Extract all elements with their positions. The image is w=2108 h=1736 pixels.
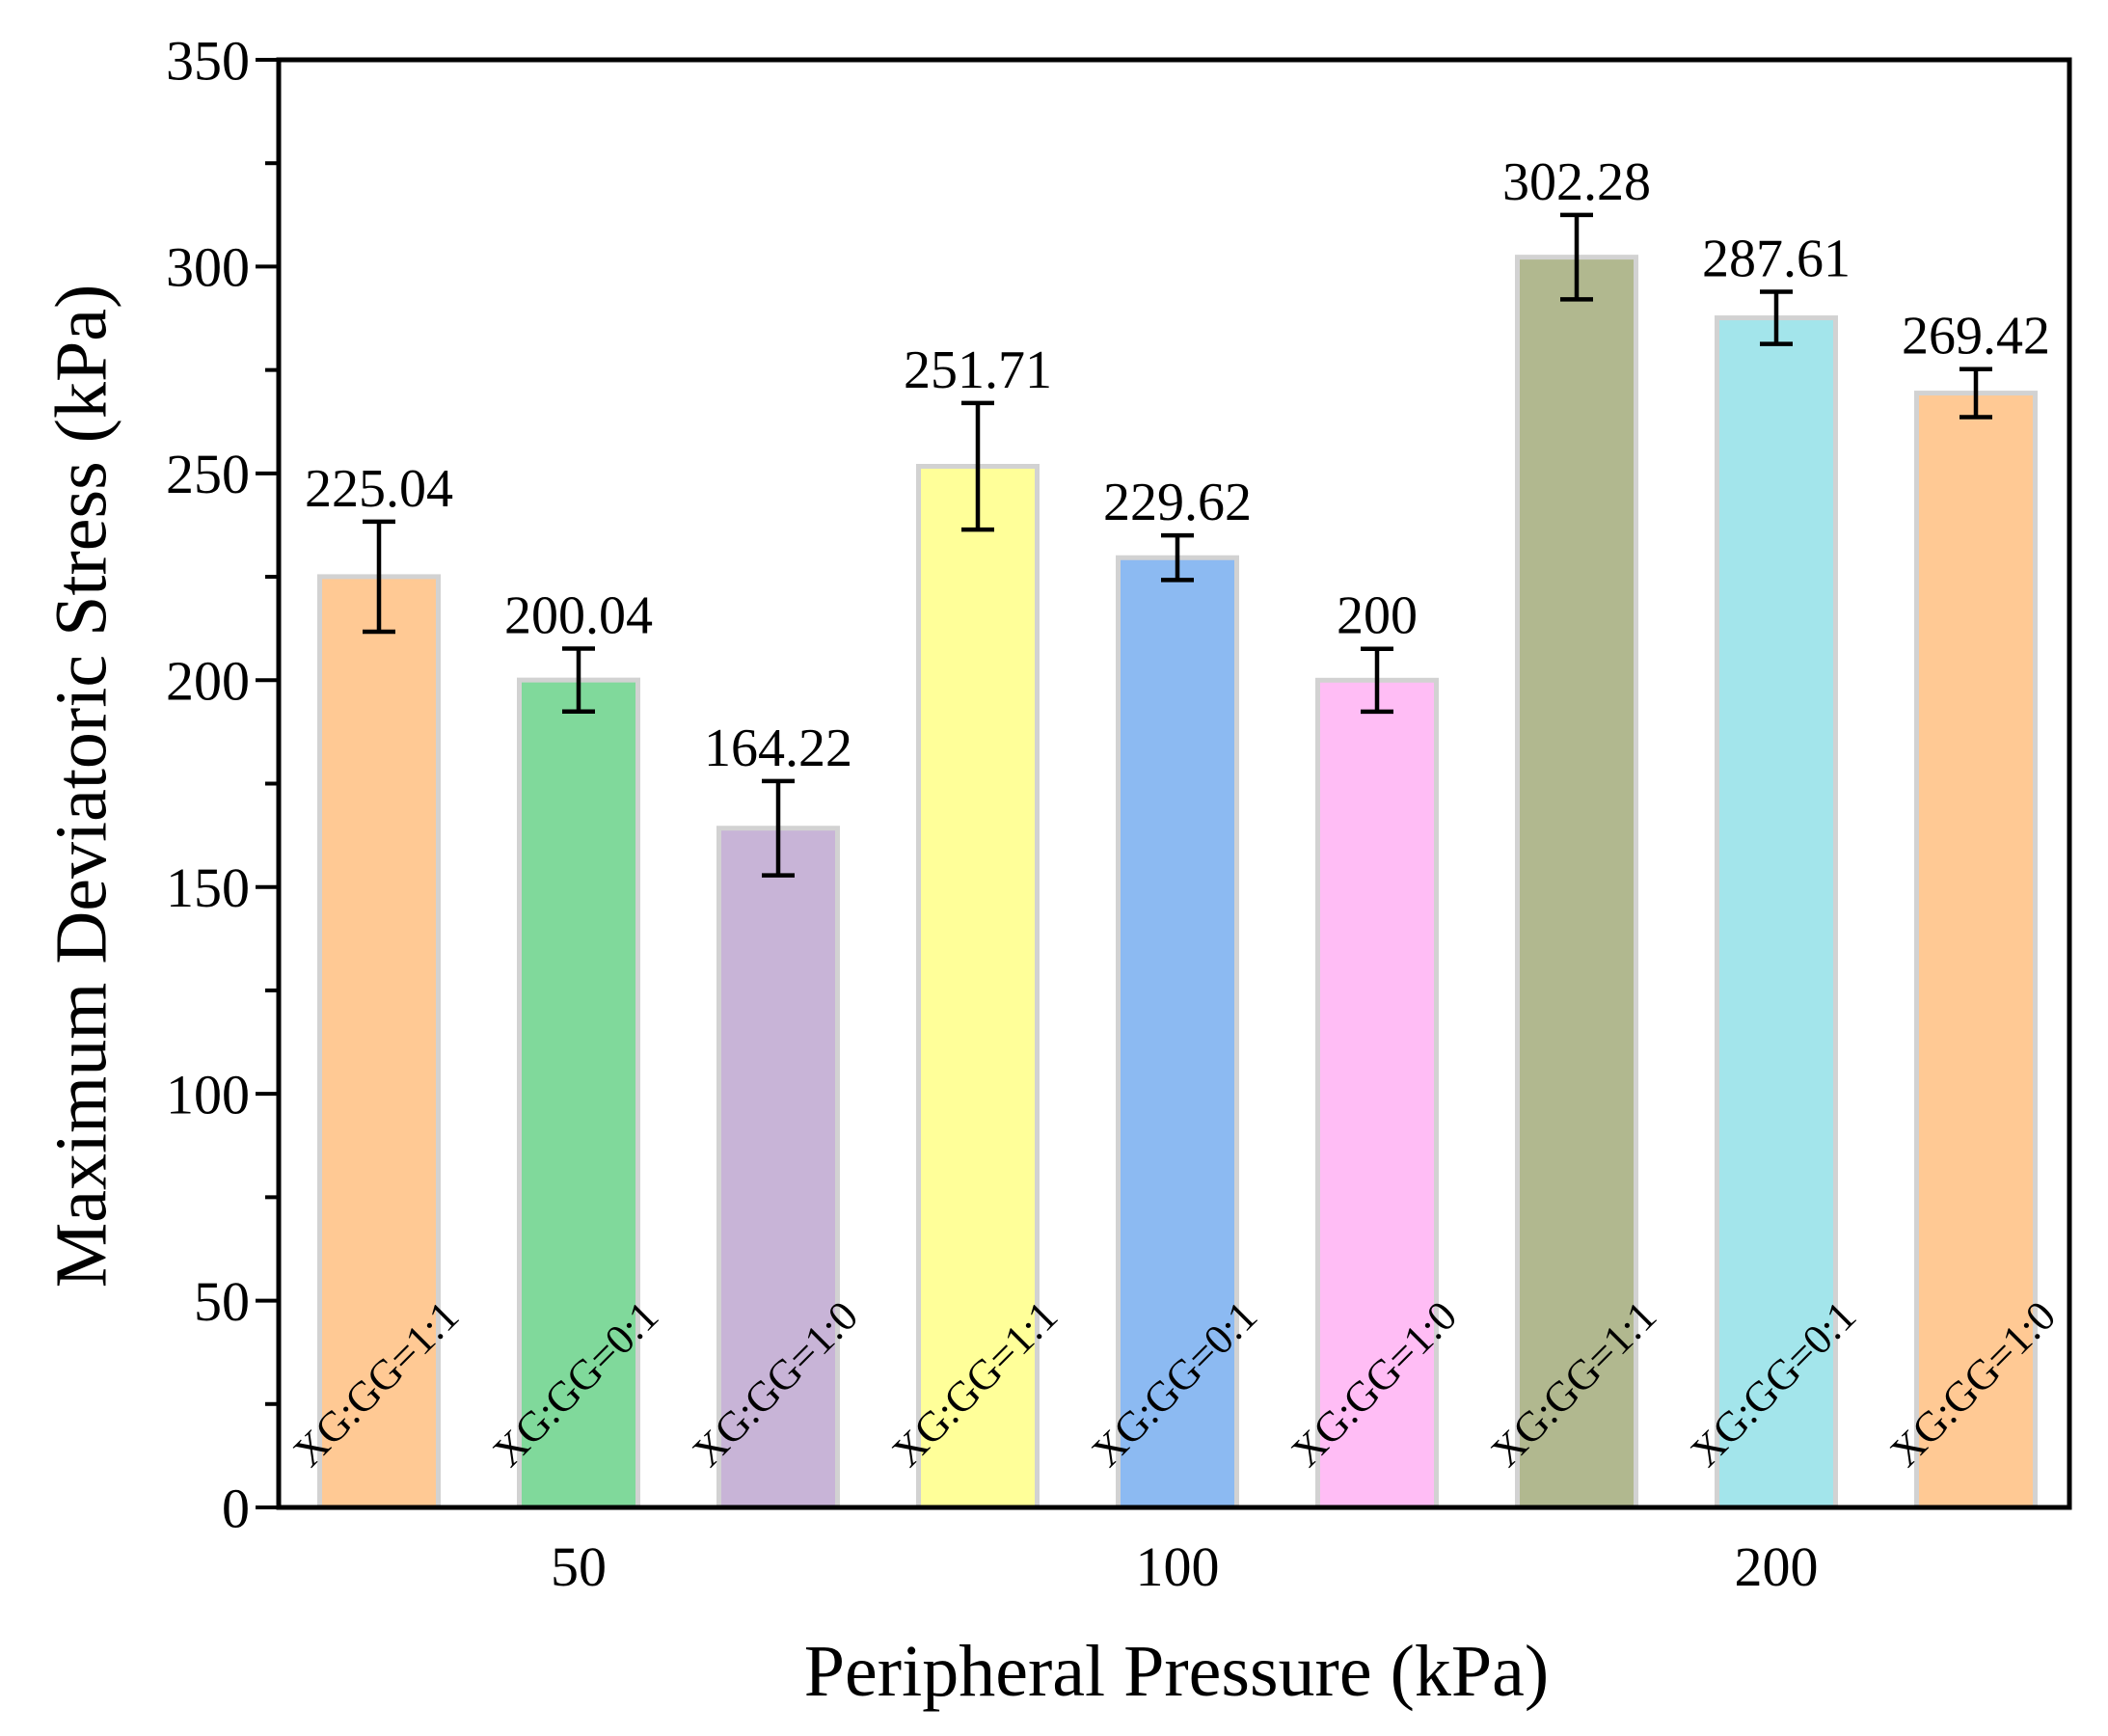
bars-layer — [317, 255, 2038, 1510]
bar — [1515, 255, 1638, 1510]
x-group-label: 50 — [551, 1535, 607, 1598]
y-tick-label: 350 — [166, 29, 250, 92]
x-group-label: 200 — [1735, 1535, 1819, 1598]
value-label: 164.22 — [704, 719, 852, 778]
value-label: 200.04 — [504, 586, 653, 646]
y-axis-title: Maximum Deviatoric Stress (kPa) — [41, 285, 122, 1288]
bar — [716, 826, 840, 1510]
value-label: 269.42 — [1902, 307, 2050, 366]
bar — [1914, 391, 2038, 1510]
bar — [317, 574, 441, 1510]
x-axis-title: Peripheral Pressure (kPa) — [804, 1631, 1549, 1712]
y-tick-label: 100 — [166, 1063, 250, 1126]
x-group-label: 100 — [1136, 1535, 1220, 1598]
y-tick-label: 250 — [166, 443, 250, 505]
value-label: 225.04 — [305, 459, 453, 519]
value-label: 251.71 — [904, 340, 1052, 400]
y-axis: 0 50 100 150 200 250 300 350 — [166, 29, 279, 1539]
y-tick-label: 50 — [194, 1270, 250, 1333]
value-label: 287.61 — [1702, 230, 1851, 289]
value-label: 302.28 — [1502, 152, 1651, 212]
plot-frame — [276, 57, 2072, 1510]
y-tick-label: 150 — [166, 856, 250, 919]
bar — [1715, 315, 1838, 1510]
value-label: 229.62 — [1103, 473, 1252, 532]
y-tick-label: 0 — [222, 1477, 250, 1539]
y-tick-label: 200 — [166, 650, 250, 713]
y-tick-label: 300 — [166, 236, 250, 299]
value-label: 200 — [1337, 586, 1418, 646]
